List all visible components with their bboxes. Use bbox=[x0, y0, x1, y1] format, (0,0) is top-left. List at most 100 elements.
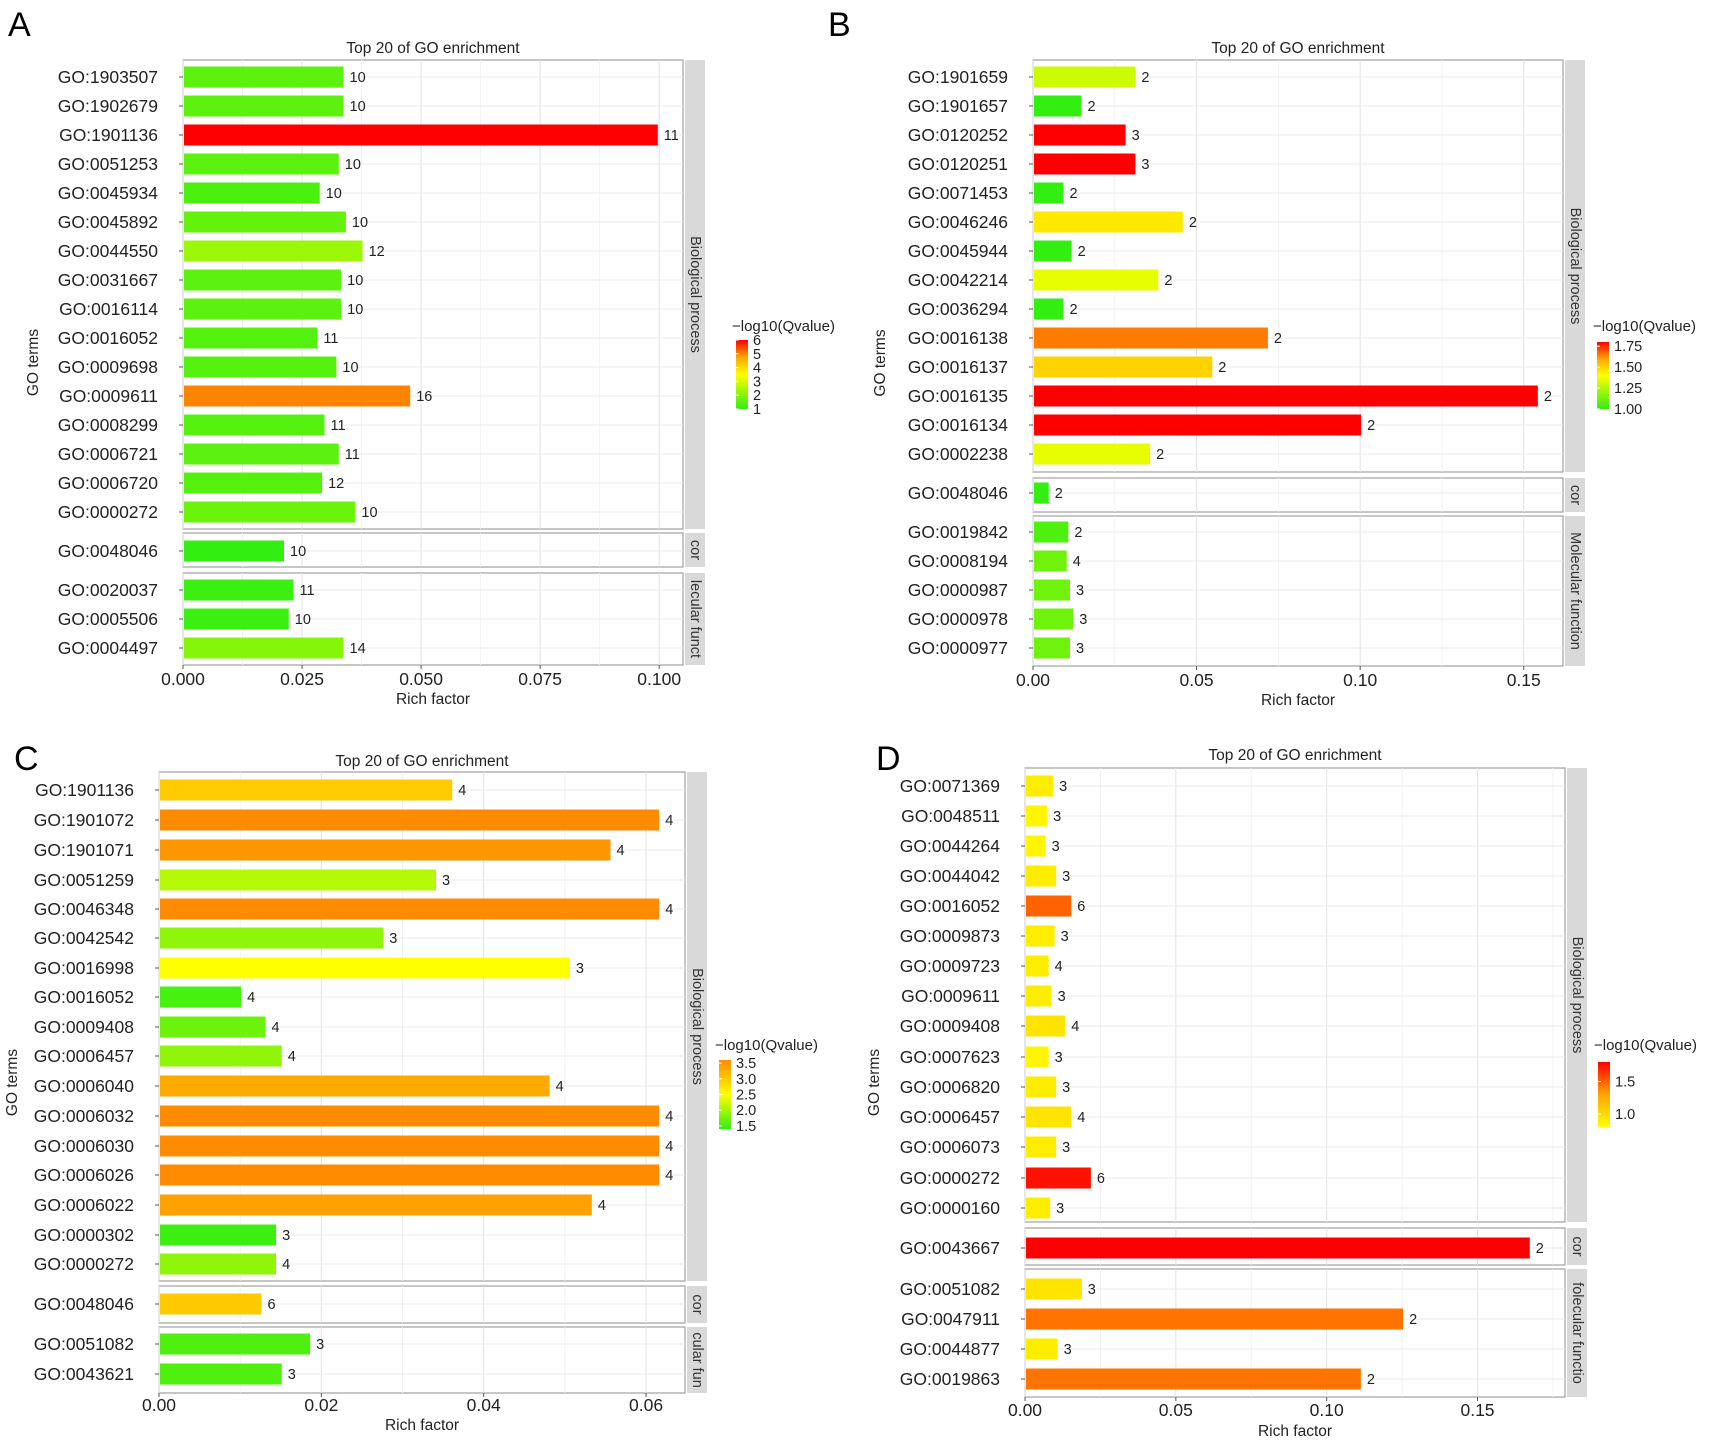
term-label: GO:0002238 bbox=[908, 444, 1008, 464]
bar-count-label: 3 bbox=[1064, 1342, 1072, 1358]
term-label: GO:0019863 bbox=[900, 1369, 1000, 1389]
facet-strip bbox=[1565, 516, 1585, 666]
bar bbox=[160, 1194, 592, 1216]
legend-tick-label: 1.00 bbox=[1614, 402, 1642, 418]
term-label: GO:0046348 bbox=[34, 899, 134, 919]
bar bbox=[1026, 1046, 1049, 1068]
bar bbox=[184, 211, 346, 233]
bar-count-label: 4 bbox=[556, 1079, 564, 1095]
term-label: GO:0000302 bbox=[34, 1225, 134, 1245]
bar bbox=[1034, 608, 1074, 630]
bar bbox=[1026, 1136, 1057, 1158]
bar-count-label: 3 bbox=[1055, 1050, 1063, 1066]
facet-strip-label: cor bbox=[1567, 485, 1583, 505]
chart-panel-B: B Top 20 of GO enrichment Biological proce… bbox=[828, 6, 1696, 709]
bar-count-label: 3 bbox=[442, 873, 450, 889]
x-tick-label: 0.100 bbox=[637, 669, 681, 689]
chart-title: Top 20 of GO enrichment bbox=[335, 753, 509, 770]
bar-count-label: 4 bbox=[272, 1020, 280, 1036]
term-label: GO:0016052 bbox=[34, 987, 134, 1007]
bar-count-label: 3 bbox=[288, 1367, 296, 1383]
legend-tick-label: 2.0 bbox=[736, 1103, 756, 1119]
x-tick-label: 0.025 bbox=[280, 669, 324, 689]
bar-count-label: 3 bbox=[1088, 1282, 1096, 1298]
term-label: GO:0048046 bbox=[908, 483, 1008, 503]
legend-colorbar bbox=[1597, 342, 1609, 409]
legend-tick-label: 1 bbox=[753, 402, 761, 418]
bar bbox=[1026, 1197, 1051, 1219]
bar bbox=[1034, 269, 1159, 291]
bar-count-label: 2 bbox=[1141, 70, 1149, 86]
legend-tick-label: 1.0 bbox=[1615, 1107, 1635, 1123]
term-label: GO:0047911 bbox=[901, 1309, 1000, 1329]
legend-tick-label: 6 bbox=[753, 333, 761, 349]
term-label: GO:0007623 bbox=[900, 1047, 1000, 1067]
term-label: GO:0031667 bbox=[58, 270, 158, 290]
bar-count-label: 4 bbox=[458, 783, 466, 799]
bar bbox=[184, 269, 342, 291]
bar-count-label: 3 bbox=[1062, 869, 1070, 885]
bar-count-label: 10 bbox=[352, 215, 368, 231]
bar-count-label: 3 bbox=[1062, 1080, 1070, 1096]
facet-strip bbox=[1565, 478, 1585, 512]
facet-strip-label: Molecular function bbox=[1567, 532, 1583, 650]
x-tick-label: 0.00 bbox=[1016, 670, 1050, 690]
bar-count-label: 11 bbox=[345, 447, 360, 463]
term-label: GO:0008299 bbox=[58, 415, 158, 435]
bar-count-label: 2 bbox=[1274, 331, 1282, 347]
bar bbox=[1026, 1015, 1066, 1037]
bar bbox=[160, 1045, 282, 1067]
bar-count-label: 4 bbox=[665, 813, 673, 829]
legend-colorbar bbox=[1598, 1062, 1610, 1127]
bar-count-label: 2 bbox=[1218, 360, 1226, 376]
facet-strip-label: cor bbox=[689, 1294, 705, 1314]
term-label: GO:0009873 bbox=[900, 926, 1000, 946]
term-label: GO:0071369 bbox=[900, 776, 1000, 796]
bar bbox=[184, 124, 658, 146]
term-label: GO:0006022 bbox=[34, 1195, 134, 1215]
term-label: GO:0016114 bbox=[59, 299, 158, 319]
bar bbox=[160, 1253, 277, 1275]
bar bbox=[1034, 579, 1070, 601]
term-label: GO:0008194 bbox=[908, 551, 1008, 571]
term-label: GO:1901071 bbox=[34, 840, 134, 860]
panel-label: C bbox=[14, 740, 39, 778]
legend-tick-label: 2.5 bbox=[736, 1088, 756, 1104]
bar bbox=[184, 327, 318, 349]
bar bbox=[160, 1224, 277, 1246]
term-label: GO:0036294 bbox=[908, 299, 1008, 319]
facet-strip-label: lecular funct bbox=[687, 580, 703, 658]
term-label: GO:0006457 bbox=[900, 1107, 1000, 1127]
term-label: GO:0009698 bbox=[58, 357, 158, 377]
bar bbox=[184, 66, 344, 88]
term-label: GO:0016134 bbox=[908, 415, 1008, 435]
term-label: GO:0043621 bbox=[34, 1364, 134, 1384]
legend-title: −log10(Qvalue) bbox=[715, 1037, 818, 1054]
bar bbox=[160, 898, 660, 920]
term-label: GO:0016137 bbox=[908, 357, 1008, 377]
bar bbox=[184, 472, 323, 494]
bar-count-label: 2 bbox=[1164, 273, 1172, 289]
bar-count-label: 3 bbox=[1132, 128, 1140, 144]
bar bbox=[1034, 95, 1082, 117]
term-label: GO:1902679 bbox=[58, 96, 158, 116]
term-label: GO:0051082 bbox=[900, 1279, 1000, 1299]
facet-strip-label: Biological process bbox=[1569, 937, 1585, 1054]
legend-tick-label: 4 bbox=[753, 361, 761, 377]
term-label: GO:0006457 bbox=[34, 1046, 134, 1066]
bar bbox=[1034, 211, 1183, 233]
term-label: GO:0016052 bbox=[58, 328, 158, 348]
facet-strip bbox=[687, 772, 707, 1281]
x-tick-label: 0.000 bbox=[161, 669, 205, 689]
term-label: GO:0042542 bbox=[34, 928, 134, 948]
term-label: GO:0006030 bbox=[34, 1136, 134, 1156]
bar bbox=[184, 579, 294, 601]
term-label: GO:0020037 bbox=[58, 580, 158, 600]
bar-count-label: 3 bbox=[1079, 612, 1087, 628]
term-label: GO:0045892 bbox=[58, 212, 158, 232]
bar-count-label: 10 bbox=[361, 505, 377, 521]
bar bbox=[1026, 955, 1049, 977]
legend-tick-label: 1.5 bbox=[736, 1119, 756, 1135]
bar bbox=[1034, 182, 1064, 204]
bar bbox=[160, 1164, 660, 1186]
